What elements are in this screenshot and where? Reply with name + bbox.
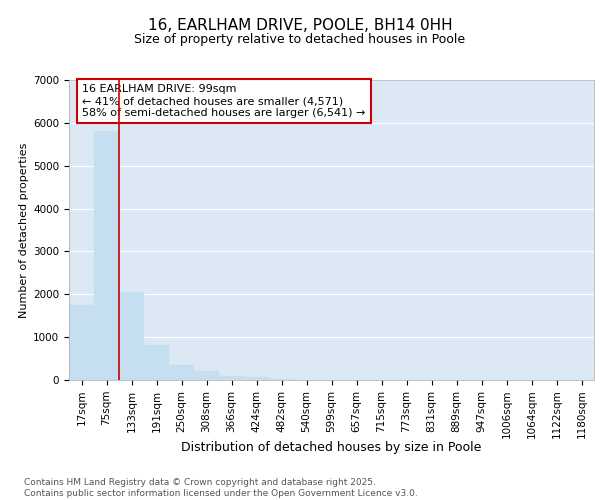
Bar [94,132,119,380]
Bar [144,345,169,380]
Text: 16 EARLHAM DRIVE: 99sqm
← 41% of detached houses are smaller (4,571)
58% of semi: 16 EARLHAM DRIVE: 99sqm ← 41% of detache… [82,84,365,117]
Text: 16, EARLHAM DRIVE, POOLE, BH14 0HH: 16, EARLHAM DRIVE, POOLE, BH14 0HH [148,18,452,32]
Y-axis label: Number of detached properties: Number of detached properties [19,142,29,318]
Bar [244,378,269,380]
Bar [69,305,94,380]
Bar [194,372,219,380]
Bar [169,365,194,380]
Bar [269,378,294,380]
Text: Size of property relative to detached houses in Poole: Size of property relative to detached ho… [134,32,466,46]
X-axis label: Distribution of detached houses by size in Poole: Distribution of detached houses by size … [181,442,482,454]
Bar [219,376,244,380]
Bar [119,292,144,380]
Text: Contains HM Land Registry data © Crown copyright and database right 2025.
Contai: Contains HM Land Registry data © Crown c… [24,478,418,498]
